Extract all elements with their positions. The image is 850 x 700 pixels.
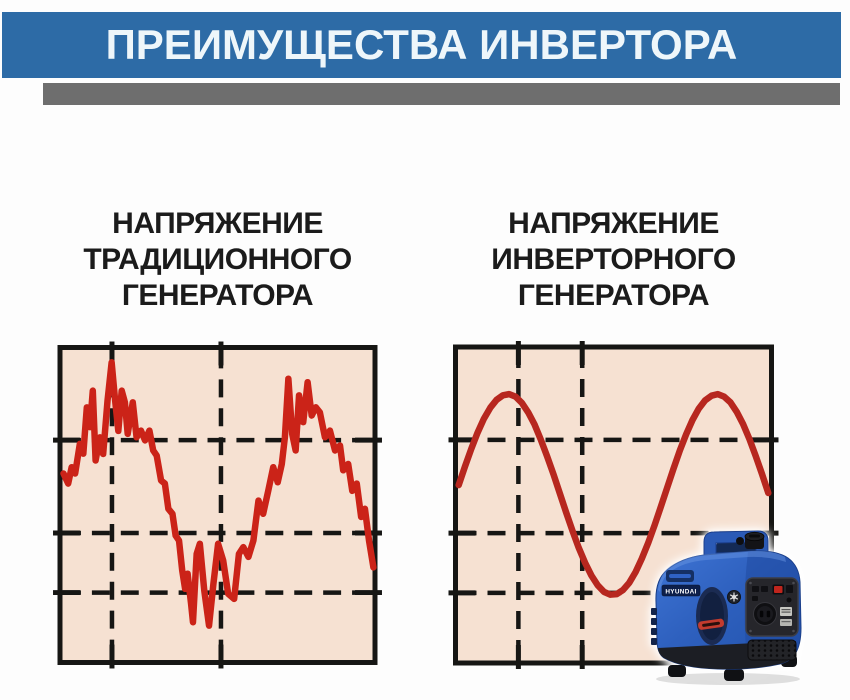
generator-image: HYUNDAI (648, 528, 804, 688)
vent-knob (727, 590, 741, 604)
slide-title: ПРЕИМУЩЕСТВА ИНВЕРТОРА (105, 21, 738, 68)
traditional-oscilloscope (53, 341, 382, 669)
title-line: ГЕНЕРАТОРА (121, 279, 314, 312)
vent-grille (747, 639, 797, 661)
title-banner: ПРЕИМУЩЕСТВА ИНВЕРТОРА (2, 12, 841, 78)
side-vents (651, 608, 657, 645)
brand-text: HYUNDAI (665, 589, 696, 596)
outlet-socket (753, 602, 777, 626)
body-top-highlight (658, 550, 786, 592)
traditional-chart-title: НАПРЯЖЕНИЕ ТРАДИЦИОННОГО ГЕНЕРАТОРА (60, 206, 375, 314)
brand-label: HYUNDAI (661, 584, 701, 597)
title-line: НАПРЯЖЕНИЕ (508, 207, 719, 240)
title-line: ТРАДИЦИОННОГО (83, 243, 352, 276)
top-vent-slot (666, 570, 694, 582)
title-line: ИНВЕРТОРНОГО (491, 243, 736, 276)
fuel-cap (736, 531, 765, 549)
title-line: НАПРЯЖЕНИЕ (112, 207, 323, 240)
control-panel (745, 577, 799, 637)
title-line: ГЕНЕРАТОРА (517, 279, 710, 312)
recoil-starter (696, 587, 728, 645)
traditional-waveform-plot (53, 341, 382, 669)
divider-bar (43, 83, 840, 105)
generator-photo-svg: HYUNDAI (651, 530, 802, 685)
inverter-chart-title: НАПРЯЖЕНИЕ ИНВЕРТОРНОГО ГЕНЕРАТОРА (456, 206, 771, 314)
panel-stickers (780, 607, 792, 626)
